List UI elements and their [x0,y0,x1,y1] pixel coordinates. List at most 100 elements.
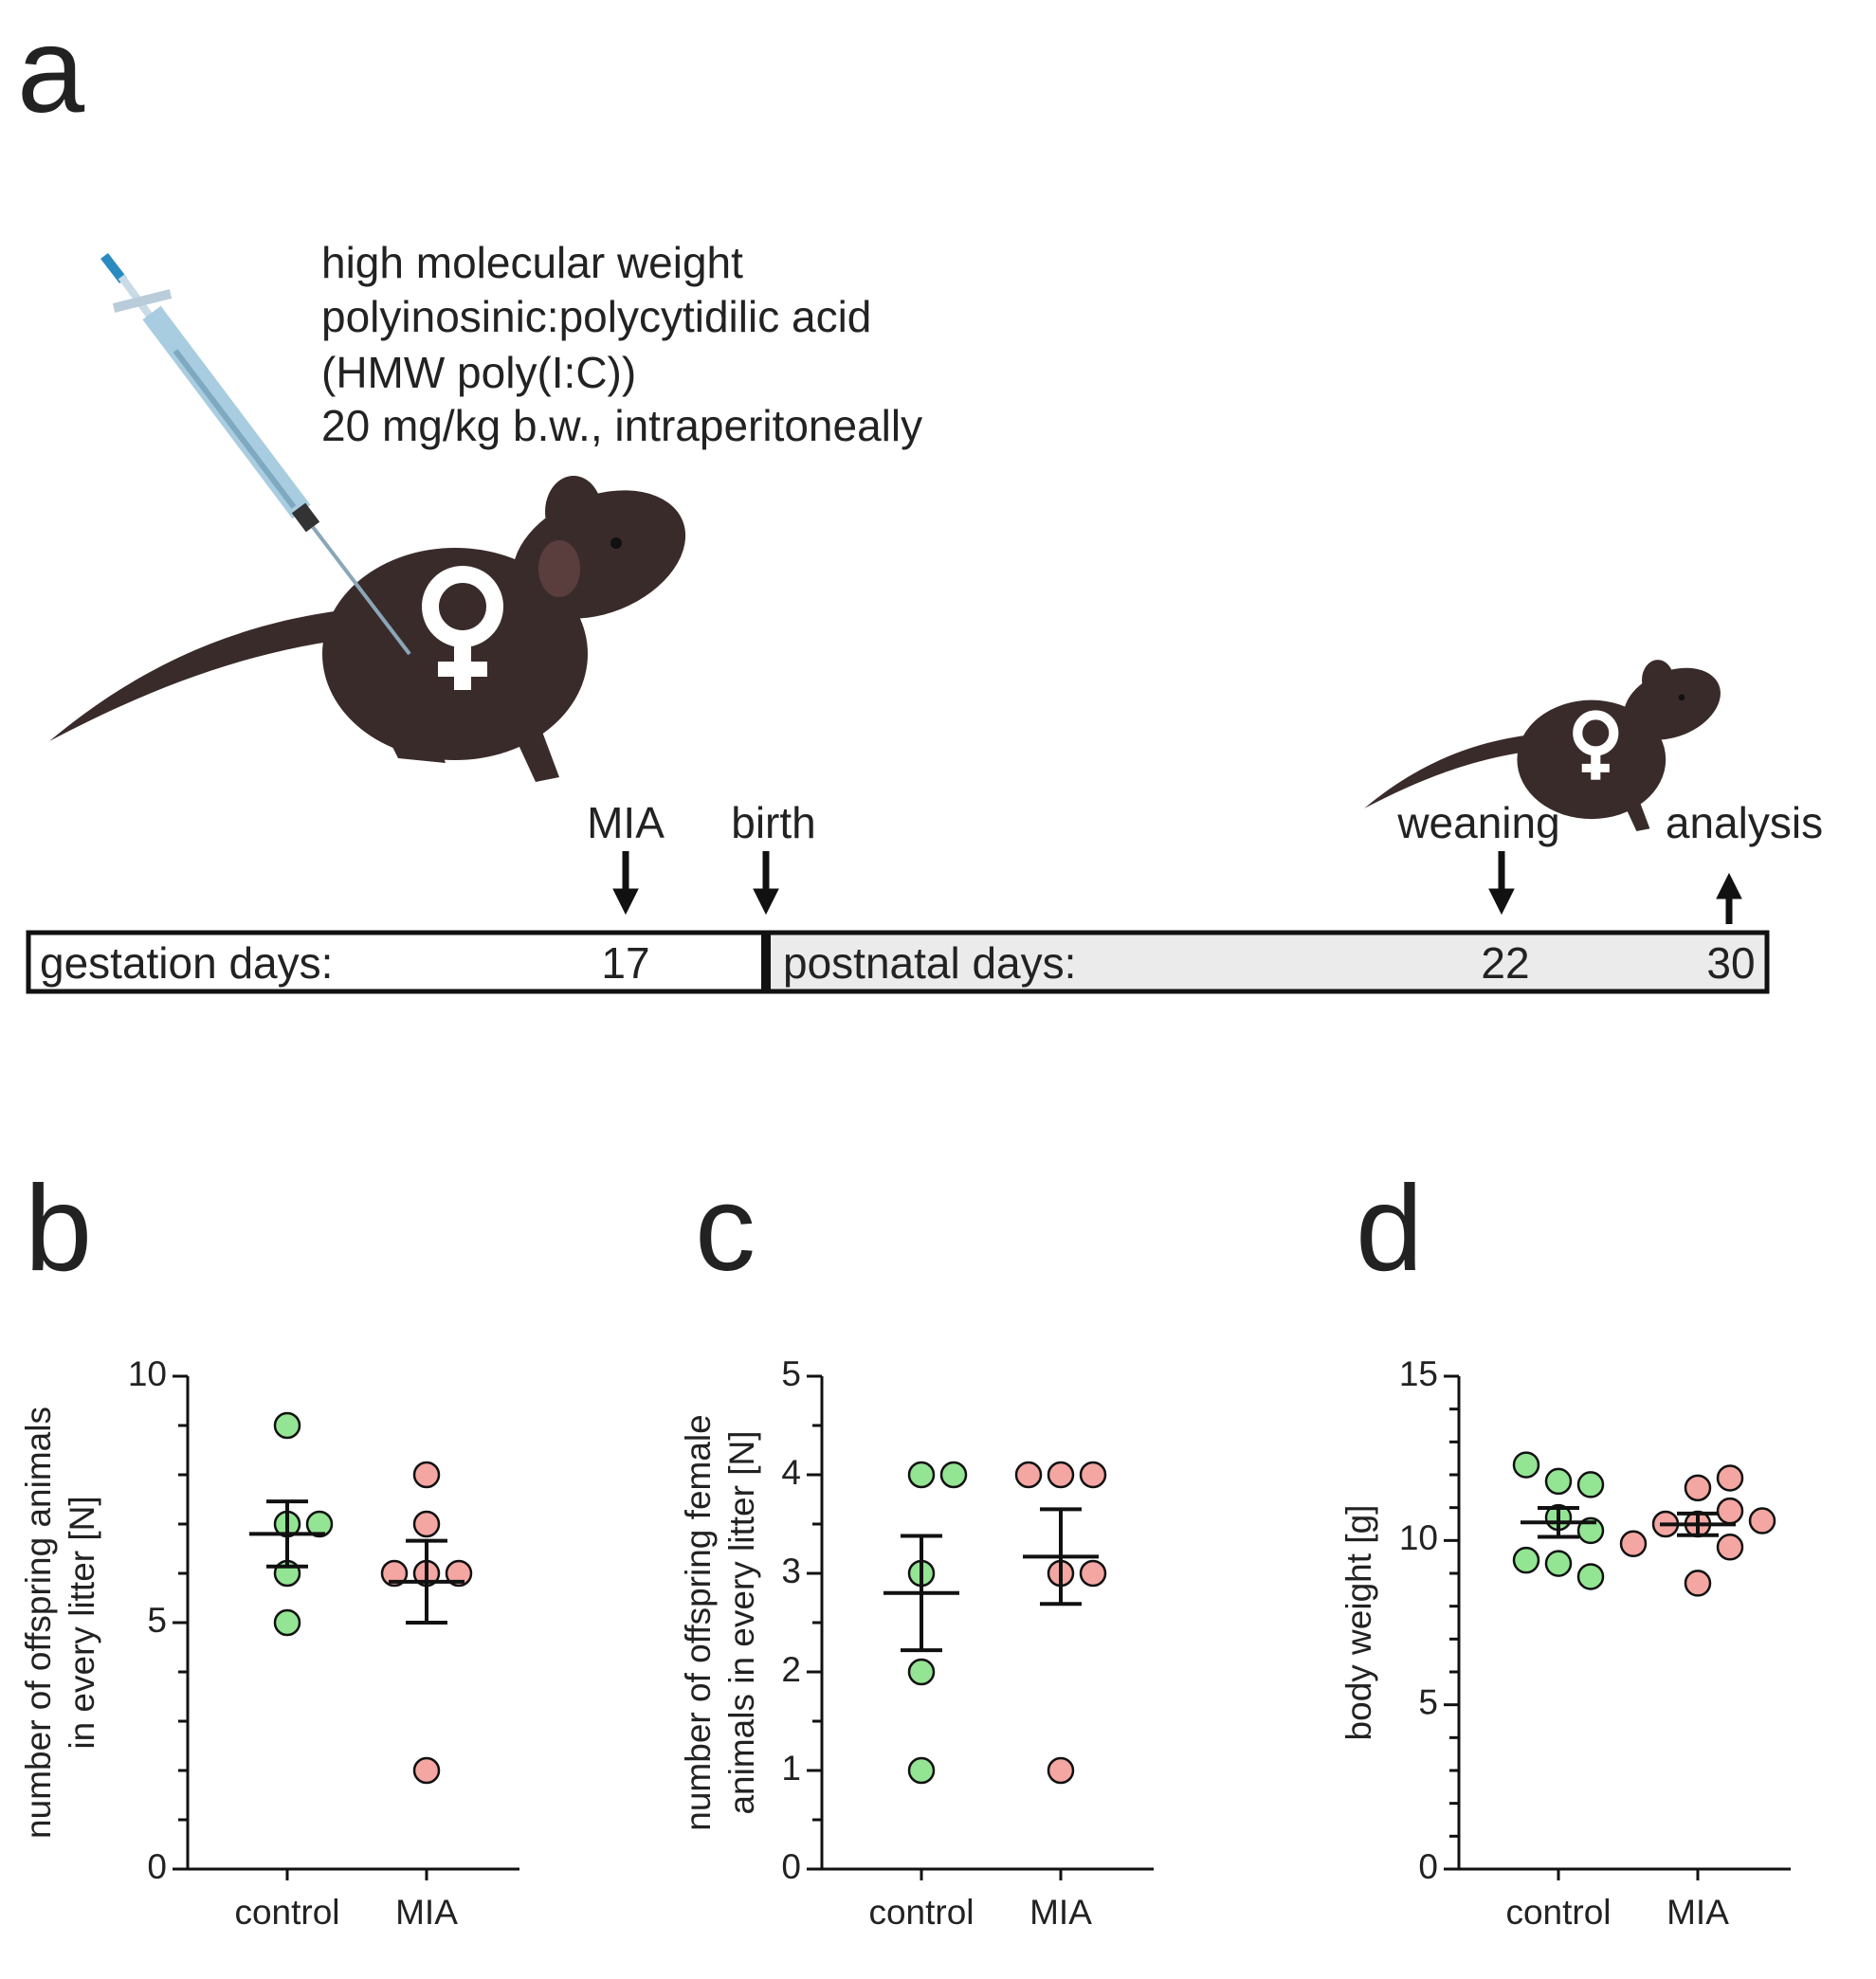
mouse-illustration [1364,660,1721,831]
data-point [305,1510,334,1538]
data-point [1512,1546,1540,1574]
mouse-ear-inner [538,540,580,597]
x-tick-label: control [1505,1893,1611,1932]
data-point [1544,1550,1573,1577]
syringe-plunger [100,252,127,284]
female-symbol [438,662,487,677]
data-point [445,1559,473,1588]
y-tick-label: 3 [781,1552,801,1590]
data-point [907,1756,936,1785]
x-tick-label: control [234,1893,339,1932]
injection-text: polyinosinic:polycytidilic acid [321,292,871,341]
data-point [1047,1756,1075,1785]
mouse-leg [1620,786,1650,831]
data-point [1748,1507,1776,1534]
data-point [939,1461,968,1489]
timeline-day: 30 [1706,938,1755,988]
mouse-tail [1364,733,1552,808]
data-point [1684,1474,1712,1502]
mouse-tail [49,607,384,741]
mouse-ear [545,476,602,548]
female-symbol [1581,763,1610,772]
event-label: weaning [1396,798,1559,847]
x-tick-label: MIA [1667,1893,1729,1932]
data-point [1716,1464,1744,1492]
event-label: MIA [587,798,665,847]
data-point [1576,1563,1605,1590]
mouse-leg [379,720,446,763]
syringe-barrel [173,349,297,509]
y-tick-label: 0 [1418,1847,1438,1886]
arrow [1488,888,1515,916]
timeline-postnatal [763,930,1770,994]
data-point [273,1608,301,1637]
mouse-eye [610,537,622,549]
timeline-label: postnatal days: [783,938,1076,988]
data-point [412,1756,441,1785]
timeline-day: 17 [601,938,649,988]
syringe-illustration [100,252,411,656]
data-point [1512,1451,1540,1479]
mouse-ear [1642,660,1674,700]
y-axis-label: number of offspring animals [19,1407,58,1839]
arrow [1716,872,1742,899]
data-point [1619,1530,1648,1558]
female-symbol [1573,710,1619,756]
x-tick-label: MIA [1029,1893,1092,1932]
arrow [612,888,639,916]
event-label: birth [731,798,815,847]
data-point [1079,1461,1107,1489]
data-point [273,1411,301,1440]
data-point [1014,1461,1043,1489]
panel-label: b [25,1161,92,1297]
y-tick-label: 10 [1399,1518,1438,1557]
syringe-flange [112,289,173,313]
x-tick-label: MIA [395,1893,458,1932]
data-point [1716,1497,1744,1525]
data-point [380,1559,409,1588]
y-tick-label: 10 [128,1354,167,1393]
event-label: analysis [1666,798,1823,847]
data-point [1047,1461,1075,1489]
y-axis-label: number of offspring female [679,1414,718,1830]
arrows [612,851,1742,924]
y-tick-label: 2 [781,1650,801,1689]
injection-text: 20 mg/kg b.w., intraperitoneally [321,401,922,450]
mouse-illustration [49,476,686,782]
data-point [907,1461,936,1489]
arrow [753,888,779,916]
y-tick-label: 0 [781,1847,801,1886]
syringe-hub [291,502,320,533]
data-point [907,1658,936,1686]
y-tick-label: 1 [781,1749,801,1788]
y-tick-label: 4 [781,1453,801,1492]
panel-label: a [17,3,85,138]
x-tick-label: control [868,1893,974,1932]
data-point [412,1461,441,1489]
panel-label: d [1356,1161,1423,1297]
y-axis-label: in every litter [N] [63,1496,101,1749]
y-tick-label: 15 [1399,1354,1438,1393]
y-tick-label: 5 [147,1601,167,1640]
y-tick-label: 0 [147,1847,167,1886]
data-point [1544,1467,1573,1496]
syringe-barrel [142,305,311,519]
mouse-leg [507,701,559,782]
panel-label: c [695,1161,756,1297]
data-point [1576,1471,1605,1498]
y-tick-label: 5 [1418,1682,1438,1721]
injection-text: (HMW poly(I:C)) [321,348,636,397]
y-tick-label: 5 [781,1354,801,1393]
y-axis-label: animals in every litter [N] [722,1430,761,1814]
syringe-needle [311,525,411,656]
data-point [1079,1559,1107,1588]
female-symbol [422,566,503,647]
timeline-day: 22 [1481,938,1529,988]
data-point [412,1510,441,1538]
data-point [1716,1534,1744,1561]
data-point [1576,1516,1605,1545]
injection-text: high molecular weight [321,238,743,287]
data-point [1684,1570,1712,1597]
